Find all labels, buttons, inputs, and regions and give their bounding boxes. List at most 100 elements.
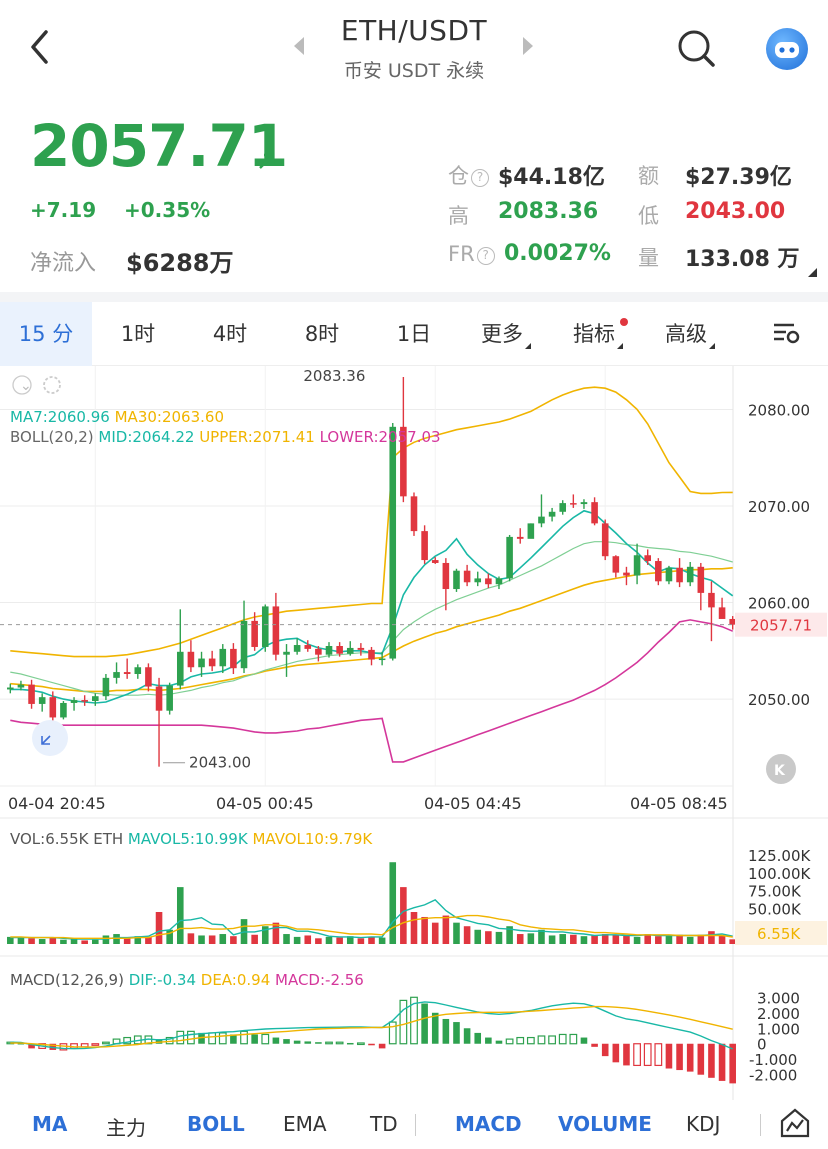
collapse-icon: ⌄ [20, 378, 32, 394]
candle-body [304, 645, 312, 649]
macd-bar [187, 1030, 195, 1045]
volume-bar [633, 936, 641, 944]
volume-bar [155, 912, 163, 944]
funding-rate-label[interactable]: FR? [448, 242, 495, 266]
candle-body [686, 566, 694, 583]
macd-bar [368, 1043, 375, 1046]
macd-axis-label: 2.000 [757, 1005, 800, 1023]
candle-body [38, 697, 46, 704]
indicator-bar: MA 主力 BOLL EMA TD MACD VOLUME KDJ [0, 1100, 828, 1149]
x-axis-tick-label: 04-05 04:45 [424, 794, 522, 813]
macd-bar [623, 1043, 630, 1066]
indicator-td[interactable]: TD [370, 1112, 398, 1136]
volume-bar [474, 929, 482, 944]
indicator-ema[interactable]: EMA [283, 1112, 327, 1136]
expand-corner-icon[interactable] [808, 268, 817, 277]
tab-indicators[interactable]: 指标 [552, 302, 644, 366]
candle-body [102, 677, 110, 697]
dropdown-corner-icon [709, 343, 715, 349]
candle-body [251, 620, 258, 647]
candle-body [123, 672, 131, 674]
macd-bar [463, 1028, 471, 1044]
volume-bar [198, 935, 205, 944]
volume-bar [38, 939, 46, 944]
crosshair-arrow-icon [41, 735, 51, 745]
volume-bar [442, 915, 450, 944]
candle-body [357, 647, 365, 650]
candle-body [580, 502, 588, 505]
indicator-main-force[interactable]: 主力 [106, 1116, 146, 1140]
legend-ma: MA7:2060.96 MA30:2063.60 [10, 408, 224, 426]
back-button[interactable] [28, 28, 58, 68]
volume-bar [644, 934, 651, 944]
volume-bar [283, 934, 290, 944]
separator [760, 1114, 761, 1136]
candle-body [49, 697, 57, 718]
legend-boll: BOLL(20,2) MID:2064.22 UPPER:2071.41 LOW… [10, 428, 441, 446]
indicator-ma[interactable]: MA [32, 1112, 68, 1136]
volume-bar [400, 887, 407, 944]
draw-tool-button[interactable] [780, 1108, 810, 1142]
open-interest-label[interactable]: 仓? [448, 160, 489, 190]
macd-bar [633, 1043, 641, 1067]
macd-bar [569, 1033, 578, 1045]
tab-advanced[interactable]: 高级 [644, 302, 736, 366]
separator [415, 1114, 416, 1136]
macd-bar [272, 1037, 280, 1044]
help-icon[interactable]: ? [471, 169, 489, 187]
indicator-macd[interactable]: MACD [455, 1112, 522, 1136]
help-icon[interactable]: ? [476, 247, 495, 265]
x-axis-tick-label: 04-05 08:45 [630, 794, 728, 813]
tab-1d[interactable]: 1日 [396, 322, 432, 346]
macd-bar [283, 1039, 290, 1044]
macd-bar [718, 1043, 726, 1081]
volume-bar [559, 934, 567, 944]
volume-axis-label: 75.00K [748, 883, 802, 901]
max-price-label: 2083.36 [303, 367, 365, 385]
tab-4h[interactable]: 4时 [212, 322, 248, 346]
macd-bar [356, 1042, 365, 1046]
trend-up-icon [256, 150, 278, 178]
candle-body [389, 426, 397, 659]
volume-bar [145, 936, 152, 944]
indicator-boll[interactable]: BOLL [187, 1112, 245, 1136]
prev-symbol-arrow-icon[interactable] [294, 37, 304, 55]
volume-bar [623, 935, 630, 944]
macd-bar [91, 1043, 100, 1046]
legend-volume: VOL:6.55K ETH MAVOL5:10.99K MAVOL10:9.79… [10, 830, 373, 848]
x-axis-tick-label: 04-05 00:45 [216, 794, 314, 813]
tab-1h[interactable]: 1时 [120, 322, 156, 346]
chart-settings-button[interactable] [752, 302, 822, 366]
macd-bar [537, 1035, 546, 1045]
macd-axis-label: -2.000 [749, 1067, 797, 1085]
candle-body [293, 645, 301, 652]
indicator-kdj[interactable]: KDJ [686, 1112, 721, 1136]
symbol-title[interactable]: ETH/USDT [340, 14, 488, 47]
next-symbol-arrow-icon[interactable] [523, 37, 533, 55]
macd-bar [686, 1043, 694, 1072]
current-price-tag [735, 612, 827, 637]
volume-bar [665, 935, 673, 944]
tab-8h[interactable]: 8时 [304, 322, 340, 346]
volume-bar [272, 922, 280, 944]
candle-body [346, 647, 354, 654]
candle-body [431, 560, 439, 563]
macd-bar [485, 1037, 492, 1044]
robot-avatar-icon[interactable] [766, 28, 808, 70]
volume-label: 量 [638, 246, 659, 270]
macd-bar [558, 1033, 567, 1045]
kline-chart[interactable]: 2080.00 2070.00 2060.00 2050.00 2057.71 2083.… [0, 366, 828, 1100]
macd-bar [388, 1021, 397, 1045]
macd-bar [729, 1043, 736, 1084]
tab-more[interactable]: 更多 [460, 302, 552, 366]
volume-bar [580, 936, 588, 944]
volume-bar [506, 926, 513, 944]
high-label: 高 [448, 204, 469, 228]
macd-bar [495, 1040, 503, 1044]
tab-15m[interactable]: 15 分 [0, 302, 92, 366]
search-button[interactable] [676, 28, 716, 72]
current-price-label: 2057.71 [750, 617, 812, 635]
macd-bar [505, 1038, 514, 1045]
indicator-volume[interactable]: VOLUME [558, 1112, 652, 1136]
macd-bar [335, 1041, 344, 1045]
